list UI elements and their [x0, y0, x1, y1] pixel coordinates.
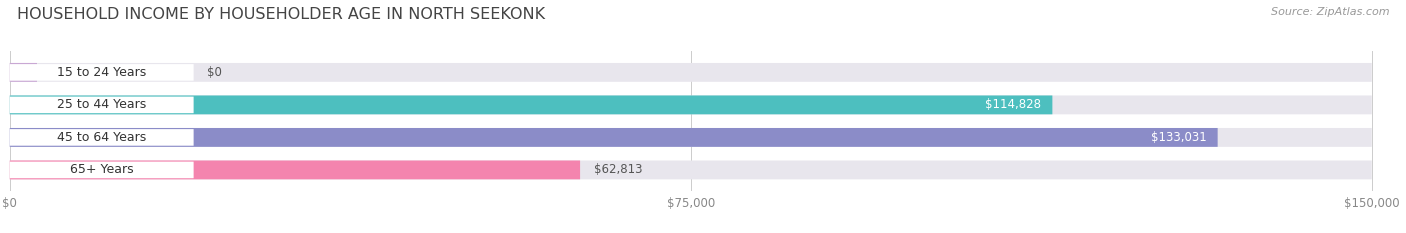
Text: $62,813: $62,813	[593, 163, 643, 176]
FancyBboxPatch shape	[10, 161, 1372, 179]
FancyBboxPatch shape	[10, 97, 194, 113]
FancyBboxPatch shape	[10, 63, 37, 82]
FancyBboxPatch shape	[10, 128, 1372, 147]
Text: 25 to 44 Years: 25 to 44 Years	[58, 98, 146, 111]
FancyBboxPatch shape	[10, 64, 194, 81]
FancyBboxPatch shape	[10, 162, 194, 178]
Text: $0: $0	[207, 66, 222, 79]
FancyBboxPatch shape	[10, 63, 1372, 82]
FancyBboxPatch shape	[10, 96, 1052, 114]
Text: $133,031: $133,031	[1152, 131, 1206, 144]
FancyBboxPatch shape	[10, 128, 1218, 147]
Text: HOUSEHOLD INCOME BY HOUSEHOLDER AGE IN NORTH SEEKONK: HOUSEHOLD INCOME BY HOUSEHOLDER AGE IN N…	[17, 7, 546, 22]
Text: 45 to 64 Years: 45 to 64 Years	[58, 131, 146, 144]
Text: Source: ZipAtlas.com: Source: ZipAtlas.com	[1271, 7, 1389, 17]
Text: 65+ Years: 65+ Years	[70, 163, 134, 176]
FancyBboxPatch shape	[10, 129, 194, 146]
FancyBboxPatch shape	[10, 96, 1372, 114]
FancyBboxPatch shape	[10, 161, 581, 179]
Text: 15 to 24 Years: 15 to 24 Years	[58, 66, 146, 79]
Text: $114,828: $114,828	[986, 98, 1042, 111]
